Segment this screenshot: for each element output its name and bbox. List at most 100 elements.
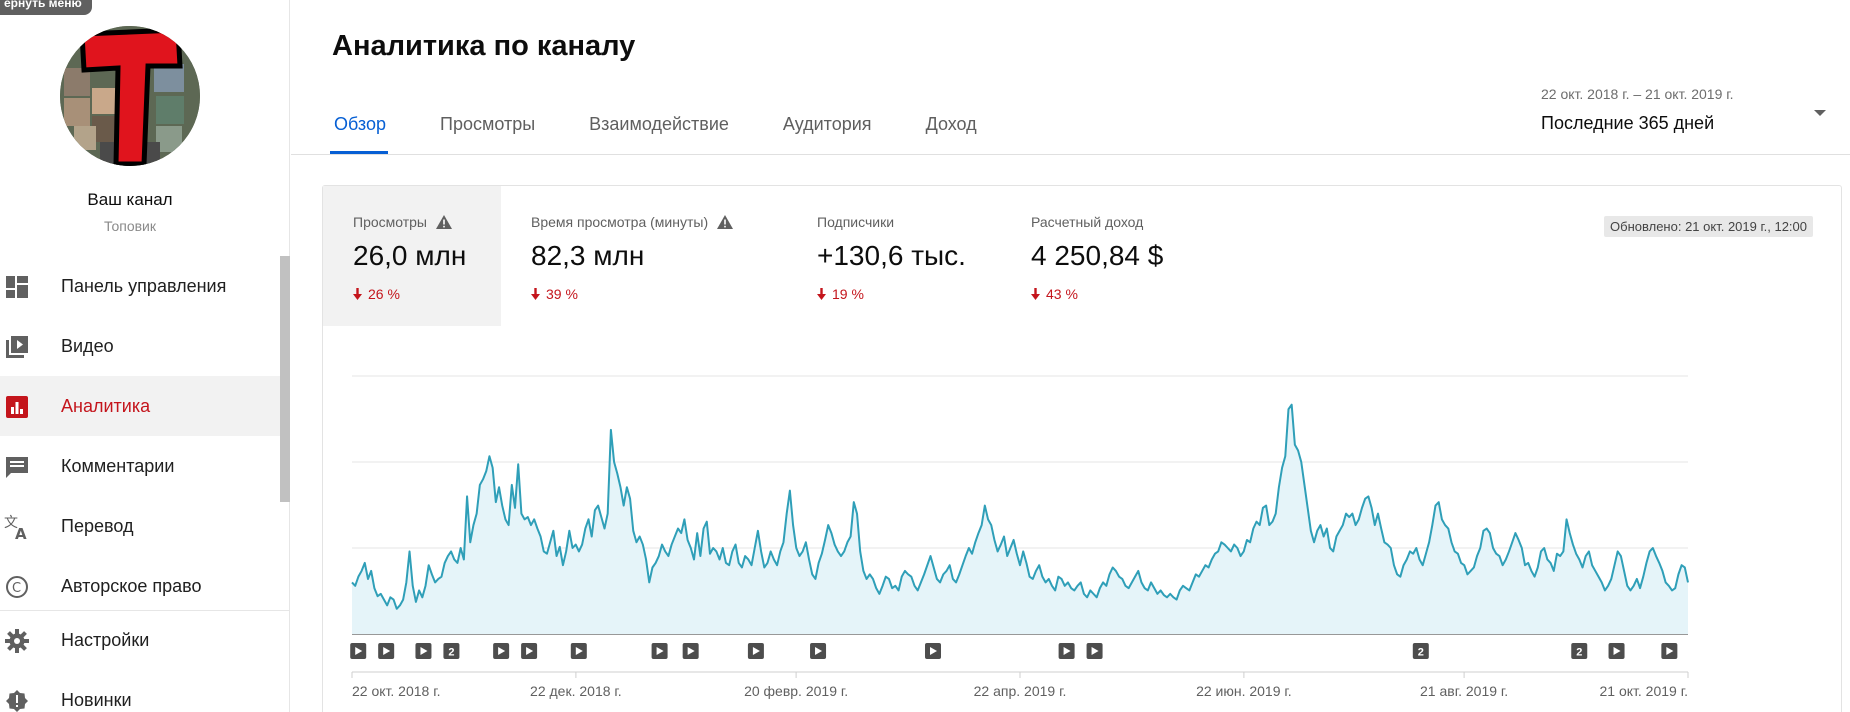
arrow-down-icon	[1031, 288, 1040, 300]
page-title: Аналитика по каналу	[332, 30, 636, 62]
sidebar-item-label: Новинки	[61, 689, 132, 710]
sidebar-item-label: Аналитика	[61, 395, 151, 416]
metric-label: Расчетный доход	[1031, 214, 1144, 230]
svg-text:A: A	[15, 525, 27, 540]
metric-change-value: 19 %	[832, 286, 864, 302]
play-icon	[656, 647, 664, 655]
warning-icon[interactable]	[717, 215, 734, 229]
date-range-text[interactable]: 22 окт. 2018 г. – 21 окт. 2019 г.	[1541, 86, 1734, 102]
sidebar-item-whats-new[interactable]: Новинки	[0, 670, 280, 712]
arrow-down-icon	[817, 288, 826, 300]
sidebar-item-label: Перевод	[61, 515, 134, 536]
sidebar-item-analytics[interactable]: Аналитика	[0, 376, 280, 436]
sidebar-item-copyright[interactable]: C Авторское право	[0, 556, 280, 616]
play-icon	[420, 647, 428, 655]
metric-watch-time[interactable]: Время просмотра (минуты) 82,3 млн 39 %	[501, 186, 787, 326]
play-icon	[526, 647, 534, 655]
channel-logo	[60, 26, 200, 166]
sidebar-item-label: Панель управления	[61, 275, 227, 296]
video-marker-count: 2	[1418, 647, 1424, 659]
x-tick-label: 22 окт. 2018 г.	[352, 683, 441, 699]
video-marker	[1571, 643, 1588, 659]
arrow-down-icon	[353, 288, 362, 300]
sidebar-item-label: Авторское право	[61, 575, 202, 596]
metric-value: 26,0 млн	[353, 240, 467, 271]
metric-change: 19 %	[817, 286, 1001, 302]
gear-icon	[4, 628, 30, 654]
metric-label: Время просмотра (минуты)	[531, 214, 709, 230]
warning-icon[interactable]	[436, 215, 452, 229]
tab-revenue[interactable]: Доход	[925, 114, 977, 134]
channel-name[interactable]: Ваш канал	[87, 190, 173, 209]
metric-label: Просмотры	[353, 214, 427, 230]
video-marker-count: 2	[448, 647, 454, 659]
metric-value: +130,6 тыс.	[817, 240, 966, 271]
tab-engagement[interactable]: Взаимодействие	[589, 114, 729, 134]
metric-label-row: Время просмотра (минуты)	[531, 214, 787, 230]
collapse-menu-button[interactable]: ернуть меню	[0, 0, 92, 15]
sidebar-item-dashboard[interactable]: Панель управления	[0, 256, 280, 316]
avatar[interactable]	[60, 26, 200, 166]
play-icon	[498, 647, 506, 655]
play-icon	[383, 647, 391, 655]
sidebar: ернуть меню Ваш канал Топовик	[0, 0, 290, 712]
sidebar-item-comments[interactable]: Комментарии	[0, 436, 280, 496]
play-icon	[1063, 647, 1071, 655]
x-tick-label: 22 июн. 2019 г.	[1196, 683, 1292, 699]
x-tick-label: 21 окт. 2019 г.	[1600, 683, 1689, 699]
metric-label-row: Просмотры	[353, 214, 501, 230]
play-icon	[355, 647, 363, 655]
metric-value: 4 250,84 $	[1031, 240, 1164, 271]
sidebar-item-videos[interactable]: Видео	[0, 316, 280, 376]
metric-revenue[interactable]: Расчетный доход 4 250,84 $ 43 %	[1001, 186, 1241, 326]
channel-subtitle: Топовик	[104, 218, 156, 234]
metric-change-value: 26 %	[368, 286, 400, 302]
play-icon	[1091, 647, 1099, 655]
period-selector[interactable]: Последние 365 дней	[1541, 113, 1715, 133]
metric-label: Подписчики	[817, 214, 895, 230]
metric-change: 39 %	[531, 286, 787, 302]
metric-change-value: 39 %	[546, 286, 578, 302]
dashboard-icon	[4, 274, 30, 300]
sidebar-scrollbar[interactable]	[280, 256, 290, 502]
metric-subscribers[interactable]: Подписчики +130,6 тыс. 19 %	[787, 186, 1001, 326]
sidebar-item-settings[interactable]: Настройки	[0, 610, 280, 670]
metric-change: 26 %	[353, 286, 501, 302]
sidebar-nav: Панель управления Видео Аналитика Коммен…	[0, 256, 290, 712]
play-icon	[752, 647, 760, 655]
video-marker-count: 2	[1576, 647, 1582, 659]
sidebar-divider	[0, 610, 290, 611]
header-divider	[291, 154, 1850, 155]
video-marker	[1412, 643, 1429, 659]
play-icon	[1613, 647, 1621, 655]
play-icon	[575, 647, 583, 655]
updated-badge: Обновлено: 21 окт. 2019 г., 12:00	[1604, 216, 1813, 237]
play-icon	[687, 647, 695, 655]
play-icon	[1666, 647, 1674, 655]
x-tick-label: 20 февр. 2019 г.	[744, 683, 848, 699]
play-icon	[930, 647, 938, 655]
metric-views[interactable]: Просмотры 26,0 млн 26 %	[323, 186, 501, 326]
analytics-tabs: Обзор Просмотры Взаимодействие Аудитория…	[330, 96, 1027, 154]
comments-icon	[4, 454, 30, 480]
metric-change-value: 43 %	[1046, 286, 1078, 302]
x-tick-label: 22 апр. 2019 г.	[974, 683, 1067, 699]
tab-views[interactable]: Просмотры	[440, 114, 536, 134]
svg-text:C: C	[12, 581, 21, 596]
tab-audience[interactable]: Аудитория	[782, 114, 872, 134]
copyright-icon: C	[4, 574, 30, 600]
arrow-down-icon	[531, 288, 540, 300]
whats-new-icon	[4, 688, 30, 712]
metric-value: 82,3 млн	[531, 240, 645, 271]
metric-change: 43 %	[1031, 286, 1241, 302]
play-icon	[815, 647, 823, 655]
tab-overview[interactable]: Обзор	[330, 96, 388, 154]
video-marker	[443, 643, 460, 659]
x-tick-label: 21 авг. 2019 г.	[1420, 683, 1508, 699]
chevron-down-icon[interactable]	[1813, 106, 1827, 120]
svg-text:文: 文	[4, 515, 18, 531]
